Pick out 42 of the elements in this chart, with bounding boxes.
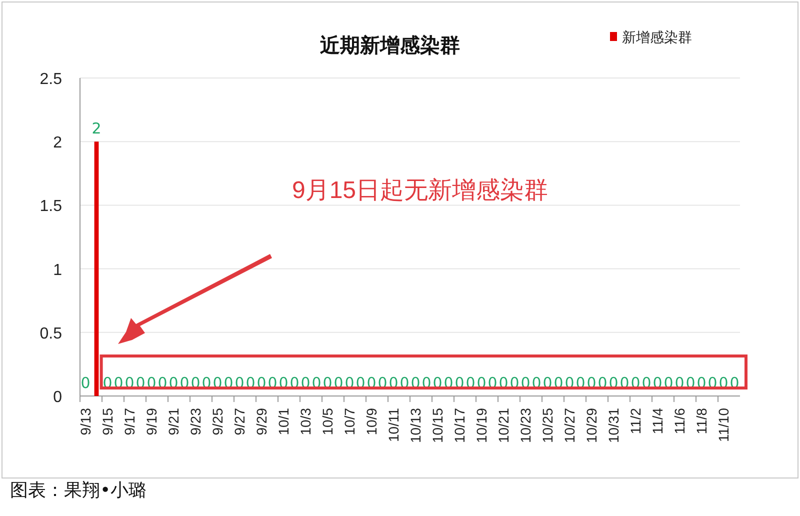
x-tick-label: 10/19 — [474, 408, 490, 444]
x-tick-label: 9/19 — [144, 408, 160, 436]
x-tick-label: 10/5 — [320, 408, 336, 436]
x-tick-label: 10/7 — [342, 408, 358, 436]
data-label: 2 — [92, 120, 102, 138]
y-tick-label: 0 — [53, 389, 62, 406]
x-tick-label: 9/13 — [78, 408, 94, 436]
y-tick-label: 0.5 — [40, 325, 62, 342]
data-label: 0 — [80, 374, 90, 392]
x-tick-label: 10/31 — [606, 408, 622, 444]
annotation: 9月15日起无新增感染群 — [292, 177, 548, 204]
x-tick-label: 10/17 — [452, 408, 468, 444]
x-tick-label: 10/27 — [562, 408, 578, 444]
x-tick-label: 10/29 — [584, 408, 600, 444]
x-tick-label: 11/10 — [716, 408, 732, 442]
x-tick-label: 10/23 — [518, 408, 534, 444]
x-tick-label: 10/3 — [298, 408, 314, 436]
chart-title: 近期新增感染群 — [319, 34, 460, 57]
y-tick-label: 2 — [53, 134, 62, 152]
x-tick-label: 10/11 — [386, 408, 402, 442]
x-tick-label: 9/29 — [254, 408, 270, 436]
x-tick-label: 10/13 — [408, 408, 424, 444]
x-tick-label: 11/4 — [650, 408, 666, 434]
x-tick-label: 9/25 — [210, 408, 226, 436]
x-tick-label: 9/17 — [122, 408, 138, 436]
y-tick-label: 1 — [53, 262, 62, 279]
x-tick-label: 11/8 — [694, 408, 710, 434]
x-tick-label: 10/15 — [430, 408, 446, 444]
x-tick-label: 9/21 — [166, 408, 182, 436]
x-tick-label: 9/27 — [232, 408, 248, 436]
x-tick-label: 9/15 — [100, 408, 116, 436]
x-tick-label: 10/21 — [496, 408, 512, 444]
text: 图表：果翔•小璐 — [10, 480, 147, 501]
y-tick-label: 2.5 — [40, 71, 62, 88]
x-tick-label: 10/1 — [276, 408, 292, 436]
x-tick-label: 9/23 — [188, 408, 204, 436]
legend-label: 新增感染群 — [622, 30, 692, 46]
y-tick-label: 1.5 — [40, 198, 62, 216]
x-tick-label: 11/6 — [672, 408, 688, 434]
x-tick-label: 10/25 — [540, 408, 556, 444]
x-tick-label: 10/9 — [364, 408, 380, 436]
x-tick-label: 11/2 — [628, 408, 644, 434]
